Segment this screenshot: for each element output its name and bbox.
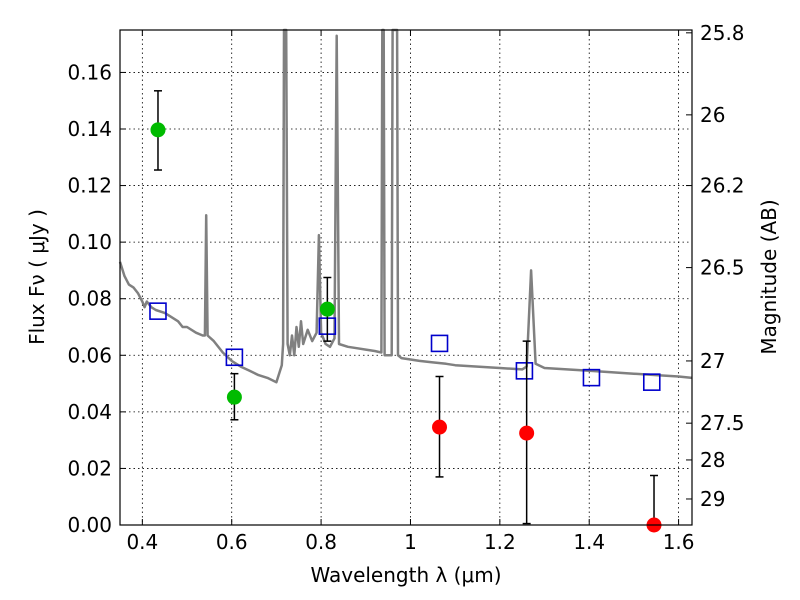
y-tick-label: 0.08 — [67, 287, 112, 311]
right-tick-label: 26.5 — [700, 256, 745, 280]
axis-ticks: 0.4 0.6 0.8 1 1.2 1.4 1.6 0.00 0.02 0.04 0.06 0.08 0… — [67, 21, 744, 554]
right-tick-label: 26.2 — [700, 174, 745, 198]
y-axis-label: Flux Fν ( μJy ) — [25, 209, 49, 345]
right-tick-label: 25.8 — [700, 21, 745, 45]
x-axis-label: Wavelength λ (μm) — [310, 563, 501, 587]
y-tick-label: 0.16 — [67, 60, 112, 84]
y-tick-label: 0.10 — [67, 230, 112, 254]
right-tick-label: 27.5 — [700, 411, 745, 435]
x-tick-label: 1 — [404, 530, 417, 554]
y-tick-label: 0.00 — [67, 513, 112, 537]
plot-frame — [119, 29, 693, 526]
right-tick-label: 28 — [700, 448, 725, 472]
detection-point — [226, 389, 242, 405]
model-spectrum-line — [118, 28, 693, 384]
y-tick-label: 0.04 — [67, 400, 112, 424]
right-tick-label: 29 — [700, 487, 725, 511]
x-tick-label: 0.6 — [216, 530, 248, 554]
error-bars-layer — [153, 90, 659, 526]
detection-point — [150, 122, 166, 138]
model-photometry-square — [582, 368, 601, 387]
x-tick-label: 0.8 — [305, 530, 337, 554]
right-tick-label: 27 — [700, 349, 725, 373]
x-tick-label: 1.2 — [484, 530, 516, 554]
grid-lines — [120, 30, 692, 525]
x-tick-label: 1.4 — [573, 530, 605, 554]
red-data-point — [519, 425, 535, 441]
right-tick-label: 26 — [700, 103, 725, 127]
y-tick-label: 0.06 — [67, 343, 112, 367]
x-tick-label: 0.4 — [126, 530, 158, 554]
x-tick-label: 1.6 — [663, 530, 695, 554]
model-spectrum-layer — [118, 28, 693, 384]
y-tick-label: 0.14 — [67, 117, 112, 141]
model-photometry-square — [430, 334, 449, 353]
right-axis-label: Magnitude (AB) — [757, 199, 781, 354]
y-tick-label: 0.12 — [67, 174, 112, 198]
model-photometry-square — [642, 373, 661, 391]
model-photometry-square — [515, 362, 534, 380]
model-photometry-square — [149, 302, 167, 320]
measured-points-layer — [150, 122, 662, 533]
red-data-point — [432, 419, 448, 435]
model-photometry-square — [225, 348, 244, 367]
y-tick-label: 0.02 — [67, 456, 112, 480]
model-photometry-layer — [149, 302, 661, 391]
detection-point — [319, 301, 335, 317]
